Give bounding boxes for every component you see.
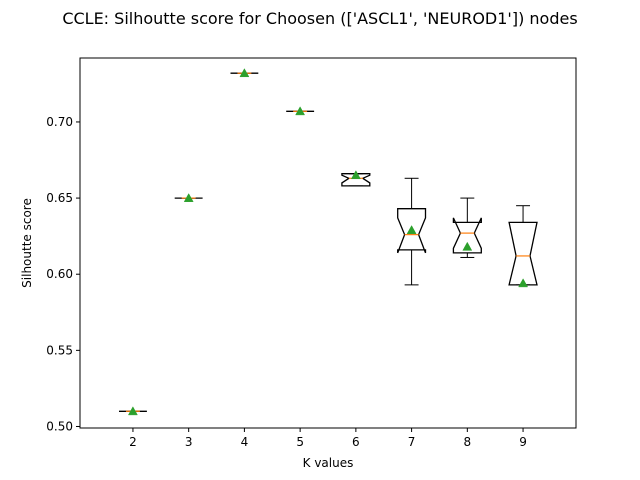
box-k-9: [508, 205, 538, 288]
mean-marker: [462, 241, 473, 251]
y-tick-label: 0.65: [46, 191, 73, 205]
chart-title: CCLE: Silhoutte score for Choosen (['ASC…: [62, 9, 577, 28]
x-tick-label: 4: [241, 435, 249, 449]
x-tick-label: 5: [296, 435, 304, 449]
boxes-layer: [119, 68, 538, 416]
x-tick-label: 6: [352, 435, 360, 449]
mean-marker: [183, 193, 194, 202]
plot-area: [79, 57, 577, 429]
x-tick-label: 7: [408, 435, 416, 449]
y-tick-label: 0.50: [46, 419, 73, 433]
mean-marker: [406, 225, 417, 234]
box-k-5: [286, 106, 315, 116]
y-axis: 0.50 0.55 0.60 0.65 0.70: [46, 115, 80, 433]
mean-marker: [127, 406, 138, 416]
x-tick-label: 3: [185, 435, 193, 449]
x-axis-label: K values: [303, 456, 354, 470]
box-k-7: [397, 177, 427, 286]
box-k-8: [452, 197, 482, 258]
box-body: [341, 173, 371, 187]
box-k-4: [230, 68, 259, 78]
x-tick-label: 2: [129, 435, 137, 449]
box-body: [452, 217, 482, 254]
box-body: [508, 221, 538, 286]
mean-marker: [350, 170, 361, 180]
y-tick-label: 0.70: [46, 115, 73, 129]
box-body: [397, 208, 427, 254]
box-k-6: [341, 170, 371, 187]
mean-marker: [295, 106, 306, 116]
y-tick-label: 0.55: [46, 343, 73, 357]
mean-marker: [239, 68, 250, 78]
x-tick-label: 9: [519, 435, 527, 449]
y-axis-label: Silhoutte score: [20, 198, 34, 288]
y-tick-label: 0.60: [46, 267, 73, 281]
box-k-2: [119, 406, 147, 416]
box-k-3: [174, 193, 203, 202]
x-tick-label: 8: [464, 435, 472, 449]
x-axis: 2 3 4 5 6 7 8 9: [129, 428, 527, 449]
mean-marker: [518, 278, 529, 288]
